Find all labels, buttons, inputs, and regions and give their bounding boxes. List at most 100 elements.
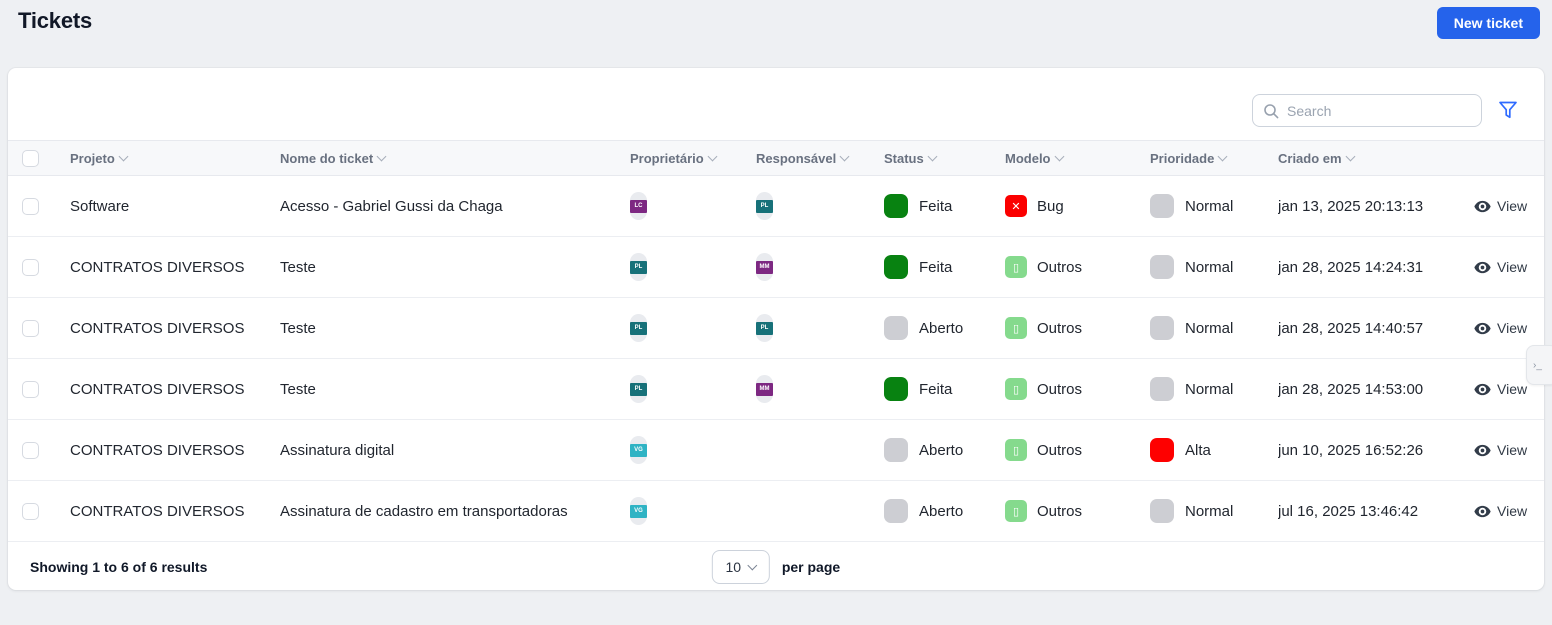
new-ticket-button[interactable]: New ticket — [1436, 7, 1540, 39]
cell-actions: View — [1474, 442, 1544, 458]
row-checkbox[interactable] — [22, 502, 39, 520]
chevron-down-icon — [1345, 151, 1356, 162]
row-checkbox[interactable] — [22, 258, 39, 276]
status-swatch — [884, 194, 908, 218]
column-header-prioridade[interactable]: Prioridade — [1150, 151, 1278, 166]
chevron-down-icon — [707, 151, 718, 162]
status-swatch — [884, 316, 908, 340]
cell-actions: View — [1474, 503, 1544, 519]
cell-status: Aberto — [884, 499, 1005, 523]
view-button[interactable]: View — [1474, 320, 1527, 336]
eye-icon — [1474, 444, 1491, 457]
results-summary: Showing 1 to 6 of 6 results — [30, 558, 208, 575]
cell-modelo: ✕ Bug — [1005, 195, 1150, 217]
priority-swatch — [1150, 316, 1174, 340]
cell-modelo: ▯ Outros — [1005, 317, 1150, 339]
assignee-avatar: PL — [756, 192, 773, 220]
chevron-down-icon — [118, 151, 129, 162]
priority-swatch — [1150, 255, 1174, 279]
view-label: View — [1497, 503, 1528, 519]
table-row: CONTRATOS DIVERSOS Assinatura de cadastr… — [8, 481, 1544, 542]
owner-avatar: PL — [630, 253, 647, 281]
priority-label: Normal — [1185, 380, 1234, 398]
cell-responsavel: MM — [756, 375, 884, 403]
column-header-nome[interactable]: Nome do ticket — [280, 151, 630, 166]
cell-status: Feita — [884, 194, 1005, 218]
eye-icon — [1474, 505, 1491, 518]
cell-criado-em: jun 10, 2025 16:52:26 — [1278, 441, 1424, 459]
view-button[interactable]: View — [1474, 381, 1527, 397]
modelo-icon: ▯ — [1005, 317, 1027, 339]
view-button[interactable]: View — [1474, 259, 1527, 275]
chevron-down-icon — [1054, 151, 1064, 162]
cell-status: Feita — [884, 377, 1005, 401]
status-swatch — [884, 377, 908, 401]
view-label: View — [1497, 198, 1528, 214]
cell-responsavel: PL — [756, 314, 884, 342]
modelo-label: Outros — [1037, 319, 1083, 337]
table-body: Software Acesso - Gabriel Gussi da Chaga… — [8, 176, 1544, 542]
cell-prioridade: Normal — [1150, 194, 1278, 218]
priority-label: Normal — [1185, 319, 1234, 337]
cell-ticket-name: Acesso - Gabriel Gussi da Chaga — [280, 197, 503, 215]
row-checkbox[interactable] — [22, 197, 39, 215]
view-button[interactable]: View — [1474, 442, 1527, 458]
page-size-select[interactable]: 10 — [711, 549, 770, 584]
status-swatch — [884, 438, 908, 462]
status-label: Aberto — [919, 319, 964, 337]
modelo-icon: ▯ — [1005, 256, 1027, 278]
status-label: Feita — [919, 258, 953, 276]
cell-proprietario: PL — [630, 253, 756, 281]
table-row: CONTRATOS DIVERSOS Teste PL PL Aberto ▯ … — [8, 298, 1544, 359]
chevron-down-icon — [1217, 151, 1228, 162]
cell-actions: View — [1474, 259, 1544, 275]
cell-prioridade: Normal — [1150, 377, 1278, 401]
search-box[interactable] — [1252, 94, 1482, 127]
table-footer: Showing 1 to 6 of 6 results 10 per page — [8, 543, 1544, 590]
column-header-responsavel[interactable]: Responsável — [756, 151, 884, 166]
row-checkbox[interactable] — [22, 380, 39, 398]
cell-projeto: CONTRATOS DIVERSOS — [70, 380, 245, 398]
table-row: CONTRATOS DIVERSOS Assinatura digital VG… — [8, 420, 1544, 481]
cell-status: Aberto — [884, 316, 1005, 340]
cell-projeto: CONTRATOS DIVERSOS — [70, 319, 245, 337]
cell-prioridade: Normal — [1150, 316, 1278, 340]
eye-icon — [1474, 322, 1491, 335]
side-handle-tab[interactable]: ›_ — [1526, 345, 1552, 385]
owner-avatar: VG — [630, 436, 647, 464]
cell-ticket-name: Teste — [280, 319, 316, 337]
column-header-criado-em[interactable]: Criado em — [1278, 151, 1474, 166]
tickets-card: Projeto Nome do ticket Proprietário Resp… — [8, 68, 1544, 590]
assignee-avatar: MM — [756, 375, 773, 403]
status-label: Aberto — [919, 441, 964, 459]
cell-status: Feita — [884, 255, 1005, 279]
filter-funnel-icon[interactable] — [1498, 101, 1518, 121]
priority-swatch — [1150, 194, 1174, 218]
view-button[interactable]: View — [1474, 503, 1527, 519]
column-header-modelo[interactable]: Modelo — [1005, 151, 1150, 166]
column-header-projeto[interactable]: Projeto — [70, 151, 280, 166]
modelo-icon: ▯ — [1005, 439, 1027, 461]
priority-label: Alta — [1185, 441, 1211, 459]
cell-proprietario: VG — [630, 497, 756, 525]
column-header-status[interactable]: Status — [884, 151, 1005, 166]
cell-modelo: ▯ Outros — [1005, 378, 1150, 400]
table-toolbar — [8, 68, 1544, 140]
view-button[interactable]: View — [1474, 198, 1527, 214]
cell-prioridade: Normal — [1150, 255, 1278, 279]
cell-actions: View — [1474, 381, 1544, 397]
eye-icon — [1474, 200, 1491, 213]
row-checkbox[interactable] — [22, 319, 39, 337]
select-all-checkbox[interactable] — [22, 149, 39, 167]
column-header-proprietario[interactable]: Proprietário — [630, 151, 756, 166]
modelo-icon: ▯ — [1005, 378, 1027, 400]
modelo-label: Outros — [1037, 502, 1083, 520]
chevron-down-icon — [747, 560, 758, 570]
assignee-avatar: MM — [756, 253, 773, 281]
eye-icon — [1474, 383, 1491, 396]
cell-projeto: CONTRATOS DIVERSOS — [70, 502, 245, 520]
priority-swatch — [1150, 438, 1174, 462]
row-checkbox[interactable] — [22, 441, 39, 459]
search-input[interactable] — [1287, 102, 1471, 119]
cell-prioridade: Alta — [1150, 438, 1278, 462]
